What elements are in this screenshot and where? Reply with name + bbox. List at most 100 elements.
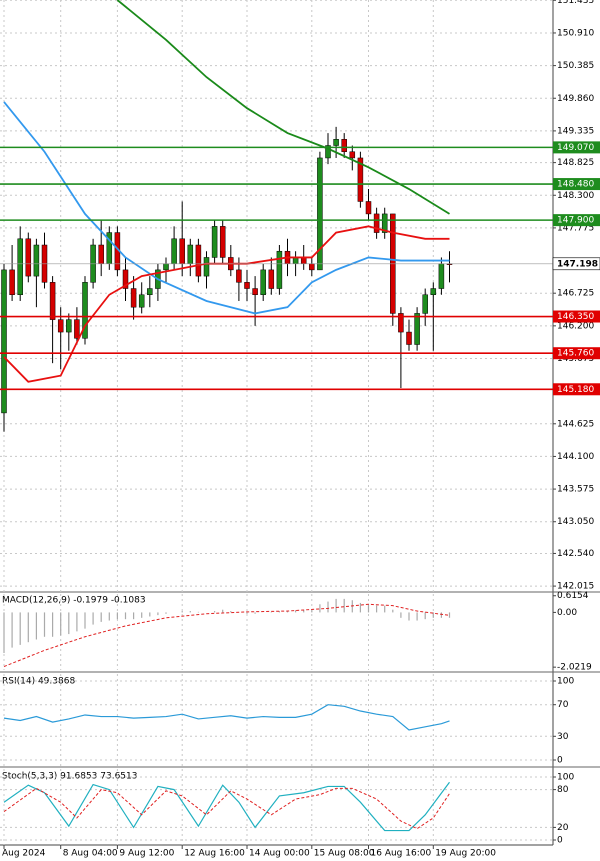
macd-bar xyxy=(254,612,256,614)
macd-bar xyxy=(440,612,442,618)
candle-body xyxy=(357,157,364,202)
x-tick-label: 8 Aug 04:00 xyxy=(63,849,118,859)
moving-average xyxy=(116,0,450,215)
y-tick-label: 149.335 xyxy=(557,126,594,136)
candle-body xyxy=(373,213,380,233)
y-tick-label: 143.575 xyxy=(557,485,594,495)
candle-body xyxy=(130,288,137,308)
candle-body xyxy=(57,319,64,333)
y-tick-label: 143.050 xyxy=(557,517,594,527)
level-label: 146.350 xyxy=(557,312,594,322)
macd-bar xyxy=(165,612,167,614)
macd-bar xyxy=(189,611,191,613)
y-tick-label: 30 xyxy=(557,732,569,742)
candle-body xyxy=(163,263,169,271)
macd-bar xyxy=(149,612,151,617)
stoch-k xyxy=(3,781,450,832)
macd-bar xyxy=(108,612,110,621)
macd-bar xyxy=(400,612,402,618)
candle-body xyxy=(268,269,275,289)
y-tick-label: 0.6154 xyxy=(557,591,589,601)
macd-bar xyxy=(100,612,102,622)
y-tick-label: 80 xyxy=(557,785,569,795)
candle-body xyxy=(138,294,145,308)
candle-body xyxy=(147,288,153,296)
macd-bar xyxy=(343,598,345,613)
macd-title: MACD(12,26,9) -0.1979 -0.1083 xyxy=(2,596,146,606)
y-tick-label: 144.100 xyxy=(557,452,594,462)
macd-bar xyxy=(141,612,143,618)
macd-bar xyxy=(11,612,13,648)
candle-body xyxy=(49,282,56,320)
candle-body xyxy=(219,226,226,258)
current-price-tag xyxy=(552,257,600,271)
candle-body xyxy=(317,157,323,271)
y-tick-label: 146.200 xyxy=(557,321,594,331)
macd-bar xyxy=(335,598,337,613)
candle-body xyxy=(309,263,315,271)
candle-body xyxy=(398,313,404,333)
candle-body xyxy=(365,201,372,215)
x-tick-label: 16 Aug 16:00 xyxy=(371,849,432,859)
macd-bar xyxy=(408,612,410,621)
stoch-d xyxy=(3,787,450,830)
macd-bar xyxy=(27,612,29,643)
y-tick-label: 148.300 xyxy=(557,191,594,201)
x-tick-label: 19 Aug 20:00 xyxy=(435,849,496,859)
candle-body xyxy=(9,269,15,296)
rsi-line xyxy=(3,704,450,731)
current-price-label: 147.198 xyxy=(557,259,598,269)
macd-bar xyxy=(367,604,370,613)
macd-bar xyxy=(295,610,297,613)
macd-bar xyxy=(214,611,216,613)
candle-body xyxy=(381,213,388,233)
level-tag xyxy=(553,347,600,360)
candle-body xyxy=(260,269,266,296)
candle-body xyxy=(1,269,7,414)
macd-bar xyxy=(392,609,394,613)
macd-bar xyxy=(286,611,289,613)
macd-bar xyxy=(230,611,232,613)
candle-body xyxy=(203,257,210,277)
macd-bar xyxy=(384,605,386,613)
y-tick-label: 149.860 xyxy=(557,94,594,104)
macd-bar xyxy=(327,601,329,613)
candle-body xyxy=(349,151,356,159)
macd-bar xyxy=(19,612,21,645)
macd-bar xyxy=(448,612,451,618)
macd-bar xyxy=(303,610,305,613)
candle-body xyxy=(17,238,23,296)
candle-body xyxy=(414,313,420,345)
y-tick-label: 148.825 xyxy=(557,158,594,168)
candle-body xyxy=(179,238,185,264)
macd-bar xyxy=(432,612,434,618)
candle-body xyxy=(171,238,177,264)
candle-body xyxy=(211,226,218,258)
macd-bar xyxy=(359,602,361,613)
stoch-title: Stoch(5,3,3) 91.6853 73.6513 xyxy=(2,772,137,782)
y-tick-label: 20 xyxy=(557,823,569,833)
candle-body xyxy=(422,294,428,314)
level-tag xyxy=(553,178,600,191)
macd-bar xyxy=(3,612,5,654)
macd-bar xyxy=(311,610,313,613)
y-tick-label: 150.910 xyxy=(557,28,594,38)
candle-body xyxy=(236,269,242,283)
x-tick-label: Aug 2024 xyxy=(2,849,46,859)
y-tick-label: 0 xyxy=(557,756,563,766)
candle-body xyxy=(252,288,258,296)
macd-bar xyxy=(84,612,86,629)
macd-bar xyxy=(197,611,199,613)
level-label: 149.070 xyxy=(557,143,594,153)
macd-bar xyxy=(246,612,248,614)
macd-bar xyxy=(157,612,159,616)
candle-body xyxy=(430,288,437,296)
macd-bar xyxy=(416,612,418,621)
y-tick-label: 151.435 xyxy=(557,0,594,6)
macd-bar xyxy=(116,612,118,620)
macd-bar xyxy=(52,612,54,637)
macd-bar xyxy=(424,612,426,620)
macd-bar xyxy=(222,609,224,613)
level-label: 145.760 xyxy=(557,349,594,359)
